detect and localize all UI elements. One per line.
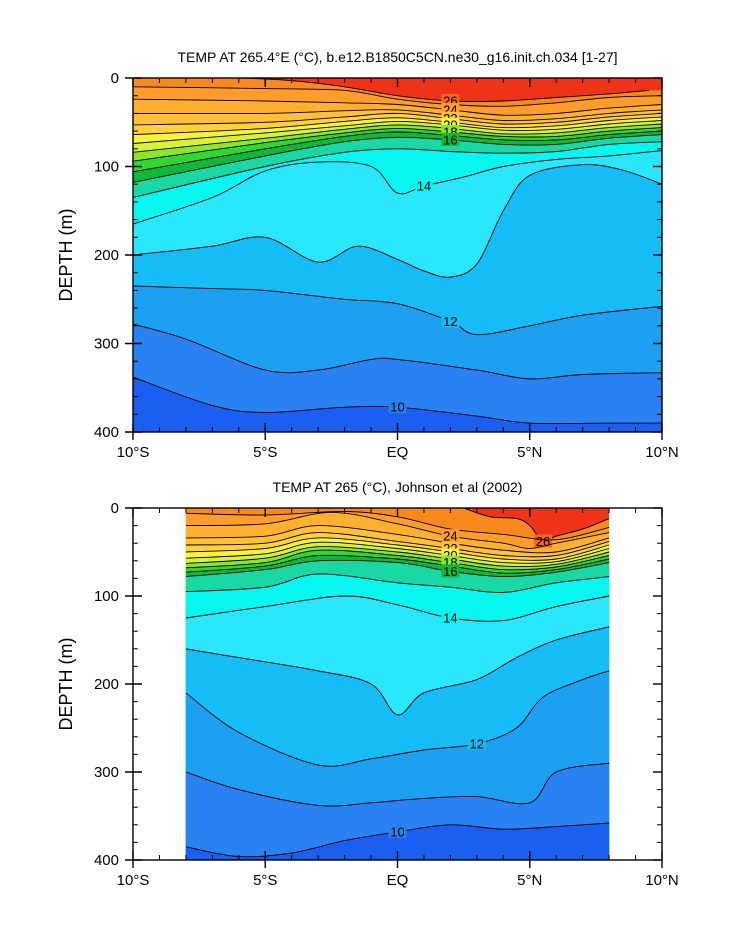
isotherm-13 — [185, 626, 610, 716]
contour-label: 24 — [443, 529, 457, 544]
isotherm-22 — [133, 112, 662, 126]
y-tick-label: 400 — [94, 424, 119, 441]
x-tick-label: 5°S — [253, 444, 277, 461]
isotherm-20 — [185, 541, 610, 564]
contour-label-bg — [414, 178, 433, 192]
isotherm-15 — [185, 573, 610, 593]
y-tick-label: 300 — [94, 764, 119, 781]
x-tick-label: 5°N — [517, 444, 542, 461]
x-tick-label: 10°S — [117, 444, 150, 461]
isotherm-14 — [133, 150, 662, 225]
contour-label-bg — [533, 534, 552, 548]
y-tick-label: 0 — [111, 500, 119, 517]
isotherm-19 — [185, 546, 610, 568]
isotherm-13 — [133, 164, 662, 278]
y-tick-label: 300 — [94, 336, 119, 353]
contour-label-bg — [467, 736, 486, 750]
panel-top: 262422201816141210010020030040010°S5°SEQ… — [56, 49, 679, 461]
contour-label: 16 — [443, 132, 457, 147]
isotherm-11 — [185, 762, 610, 807]
isotherm-22 — [185, 532, 610, 558]
isotherm-17 — [133, 130, 662, 173]
contour-band-9 — [185, 823, 610, 860]
isotherm-23 — [185, 525, 610, 554]
isotherm-19 — [133, 123, 662, 153]
x-tick-label: 10°N — [645, 444, 679, 461]
contour-label: 10 — [390, 400, 404, 415]
contour-label: 12 — [470, 736, 484, 751]
contour-label: 10 — [390, 824, 404, 839]
isotherm-12 — [185, 670, 610, 767]
isotherm-16 — [133, 134, 662, 183]
x-tick-label: EQ — [387, 444, 409, 461]
y-tick-label: 100 — [94, 159, 119, 176]
y-axis-label: DEPTH (m) — [56, 638, 76, 731]
x-tick-label: 5°S — [253, 872, 277, 889]
contour-label-bg — [441, 314, 460, 328]
y-tick-label: 400 — [94, 852, 119, 869]
isotherm-16 — [185, 559, 610, 578]
x-tick-label: 10°N — [645, 872, 679, 889]
y-tick-label: 100 — [94, 588, 119, 605]
x-tick-label: 5°N — [517, 872, 542, 889]
contour-label: 14 — [417, 178, 431, 193]
contour-label-bg — [388, 400, 407, 414]
isotherm-18 — [133, 127, 662, 162]
y-tick-label: 200 — [94, 247, 119, 264]
isotherm-24 — [133, 98, 662, 116]
isotherm-26 — [463, 508, 610, 543]
panel-title: TEMP AT 265.4°E (°C), b.e12.B1850C5CN.ne… — [177, 49, 617, 65]
isotherm-20 — [133, 120, 662, 144]
isotherm-14 — [185, 595, 610, 622]
isotherm-11 — [133, 323, 662, 380]
contour-label-bg — [441, 564, 460, 578]
contour-band-10 — [133, 324, 662, 432]
contour-label-bg — [388, 824, 407, 838]
panel-title: TEMP AT 265 (°C), Johnson et al (2002) — [273, 479, 523, 495]
isotherm-18 — [185, 549, 610, 571]
contour-label: 12 — [443, 314, 457, 329]
contour-band-9 — [133, 377, 662, 432]
isotherm-21 — [185, 537, 610, 561]
y-tick-label: 200 — [94, 676, 119, 693]
isotherm-17 — [185, 554, 610, 574]
x-tick-label: 10°S — [117, 872, 150, 889]
contour-label: 14 — [443, 611, 457, 626]
isotherm-12 — [133, 285, 662, 336]
contour-label-bg — [441, 529, 460, 543]
isotherm-25 — [133, 86, 662, 107]
y-tick-label: 0 — [111, 70, 119, 87]
contour-label-bg — [441, 132, 460, 146]
y-axis-label: DEPTH (m) — [56, 209, 76, 302]
contour-label-bg — [441, 611, 460, 624]
x-tick-label: EQ — [387, 872, 409, 889]
isotherm-21 — [133, 116, 662, 136]
isotherm-23 — [133, 109, 662, 122]
isotherm-15 — [133, 141, 662, 198]
contour-label: 16 — [443, 564, 457, 579]
